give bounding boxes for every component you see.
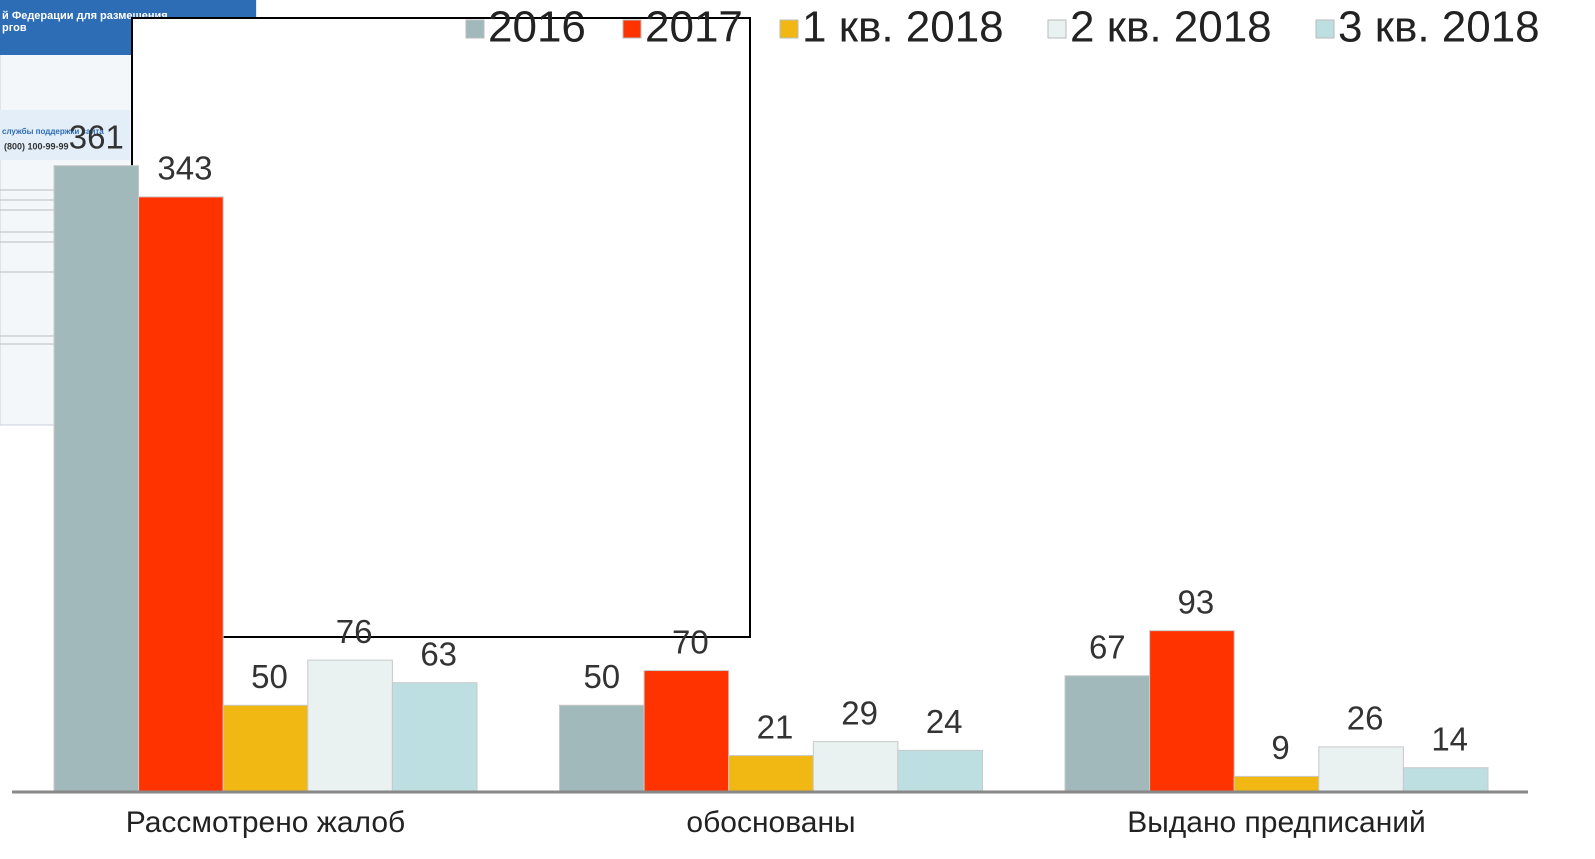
screenshot-overlay: й Федерации для размещения ргов службы п… xyxy=(0,0,751,638)
legend-swatch xyxy=(779,19,799,39)
legend-label: 2 кв. 2018 xyxy=(1070,3,1272,52)
value-label: 26 xyxy=(1347,700,1384,737)
bar xyxy=(559,704,645,793)
legend-label: 1 кв. 2018 xyxy=(802,3,1004,52)
bar xyxy=(1402,767,1489,793)
value-label: 67 xyxy=(1089,628,1126,665)
bar xyxy=(1233,775,1320,793)
value-label: 70 xyxy=(672,623,709,660)
legend-label: 2017 xyxy=(645,3,743,52)
value-label: 50 xyxy=(251,658,288,695)
value-label: 63 xyxy=(420,635,457,672)
support-box xyxy=(0,110,130,160)
screenshot-text: (800) 100-99-99 xyxy=(4,141,69,151)
bar xyxy=(1318,746,1404,793)
value-label: 343 xyxy=(157,150,212,187)
x-tick-label: Рассмотрено жалоб xyxy=(126,806,406,839)
value-label: 29 xyxy=(841,694,878,731)
legend-label: 3 кв. 2018 xyxy=(1338,3,1540,52)
legend-swatch xyxy=(1047,19,1067,39)
value-label: 9 xyxy=(1271,729,1289,766)
blank-box xyxy=(131,17,751,638)
bar xyxy=(391,682,478,793)
legend-swatch xyxy=(622,19,642,39)
bar xyxy=(643,670,730,793)
value-label: 24 xyxy=(926,703,963,740)
bar xyxy=(1064,675,1151,793)
screenshot-text: службы поддержки сайта xyxy=(2,127,104,136)
bar xyxy=(138,196,224,793)
value-label: 21 xyxy=(757,708,794,745)
screenshot-lines xyxy=(0,189,56,345)
screenshot-text: ргов xyxy=(2,22,27,34)
bar xyxy=(53,165,140,793)
bar xyxy=(307,659,393,793)
value-label: 361 xyxy=(69,118,124,155)
bar xyxy=(897,749,984,793)
value-label: 93 xyxy=(1178,583,1215,620)
bar xyxy=(1149,630,1235,793)
bar xyxy=(222,704,309,793)
bar xyxy=(812,741,899,793)
legend-label: 2016 xyxy=(488,3,586,52)
x-tick-label: Выдано предписаний xyxy=(1127,806,1426,839)
bar xyxy=(728,755,814,793)
legend-swatch xyxy=(465,19,485,39)
screenshot-text: й Федерации для размещения xyxy=(2,10,168,22)
value-label: 50 xyxy=(583,658,620,695)
value-label: 76 xyxy=(336,613,373,650)
x-tick-label: обоснованы xyxy=(686,806,855,839)
legend-swatch xyxy=(1315,19,1335,39)
value-label: 14 xyxy=(1431,720,1468,757)
